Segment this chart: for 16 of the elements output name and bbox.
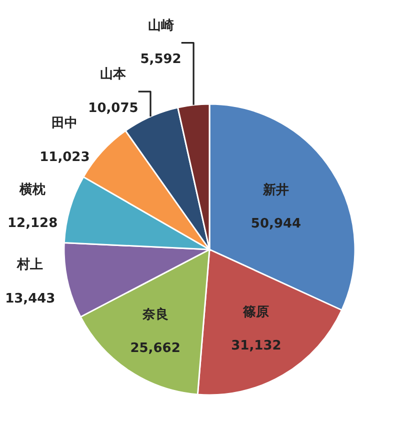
data-label: 10,075	[88, 101, 138, 116]
data-label: 31,132	[231, 338, 282, 354]
slice-label: 横枕	[18, 182, 46, 198]
slice-label: 山崎	[148, 18, 174, 34]
slice-label: 新井	[262, 182, 289, 198]
slice-label: 村上	[16, 258, 44, 273]
slice-label: 篠原	[242, 304, 270, 320]
slice-label: 山本	[100, 67, 128, 82]
slice-label: 田中	[52, 116, 78, 132]
data-label: 5,592	[140, 52, 182, 68]
data-label: 50,944	[250, 216, 302, 232]
data-label: 11,023	[40, 150, 90, 165]
data-label: 13,443	[5, 291, 56, 306]
data-label: 25,662	[130, 341, 180, 356]
data-label: 12,128	[7, 216, 58, 232]
slice-label: 奈良	[141, 306, 168, 322]
